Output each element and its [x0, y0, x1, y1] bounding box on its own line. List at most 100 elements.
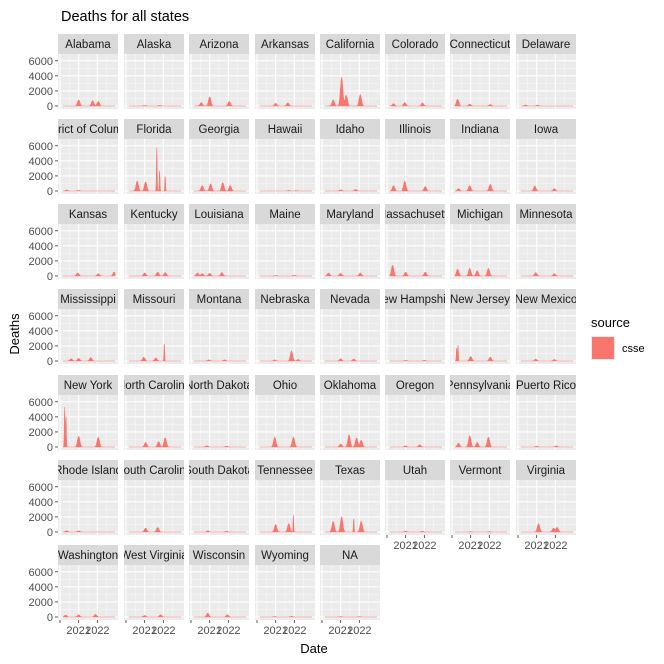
- series-area: [324, 77, 378, 107]
- series-area: [62, 530, 116, 533]
- x-tick-label: 2021: [66, 625, 90, 637]
- facet-strip: [124, 204, 184, 224]
- x-tick-label: 2021: [197, 625, 221, 637]
- y-tick-label: 4000: [29, 497, 53, 509]
- facet-panel: California: [320, 34, 380, 109]
- series-area: [62, 357, 116, 362]
- y-tick-label: 0: [47, 101, 53, 113]
- x-tick-label: 2021: [524, 540, 548, 552]
- y-tick-label: 0: [47, 612, 53, 624]
- series-area: [259, 102, 313, 107]
- facet-strip: [255, 204, 315, 224]
- series-area: [520, 104, 574, 107]
- facet-strip-label: South Dakota: [184, 465, 254, 477]
- facet-panel: Georgia: [189, 119, 249, 194]
- series-area: [324, 189, 378, 192]
- facet-strip: [255, 545, 315, 565]
- series-area: [62, 614, 116, 618]
- facet-panel: Nevada: [320, 289, 380, 364]
- facet-panel: District of Columbia 0 2000 4000 6000: [29, 119, 118, 198]
- facet-strip: [450, 34, 510, 54]
- facet-panel: Mississippi 0 2000 4000 6000: [29, 289, 118, 368]
- series-area: [454, 268, 508, 277]
- facet-panel: North Dakota: [185, 375, 253, 450]
- facet-panel: Colorado: [385, 34, 445, 109]
- facet-panel: Oregon: [385, 375, 445, 450]
- y-tick-label: 2000: [29, 427, 53, 439]
- facet-panel: Nebraska: [255, 289, 315, 364]
- facet-strip-label: Mississippi: [60, 294, 116, 306]
- facet-strip-label: Virginia: [527, 465, 566, 477]
- facet-strip-label: Delaware: [522, 39, 571, 51]
- y-tick-label: 0: [47, 442, 53, 454]
- x-tick-label: 2022: [282, 625, 306, 637]
- series-area: [520, 358, 574, 362]
- facet-strip-label: North Dakota: [185, 380, 253, 392]
- facet-panel: Montana: [189, 289, 249, 364]
- facet-strip-label: New Hampshire: [374, 294, 456, 306]
- facet-strip-label: Wisconsin: [193, 550, 245, 562]
- series-area: [259, 275, 313, 277]
- facet-strip: [516, 204, 576, 224]
- facet-strip: [255, 375, 315, 395]
- facet-strip: [385, 119, 445, 139]
- x-tick-label: 2022: [477, 540, 501, 552]
- facet-panel: New Hampshire: [374, 289, 456, 364]
- facet-strip: [385, 204, 445, 224]
- facet-strip-label: West Virginia: [120, 550, 188, 562]
- y-tick-label: 0: [47, 527, 53, 539]
- series-area: [193, 445, 247, 448]
- facet-strip-label: Nevada: [330, 294, 370, 306]
- facet-strip-label: Arkansas: [261, 39, 309, 51]
- series-area: [389, 444, 443, 448]
- y-tick-label: 4000: [29, 326, 53, 338]
- facet-strip-label: Wyoming: [261, 550, 309, 562]
- series-area: [389, 102, 443, 107]
- facet-strip-label: Colorado: [392, 39, 439, 51]
- legend-key-swatch: [592, 337, 614, 359]
- facet-strip-label: Ohio: [273, 380, 297, 392]
- facet-panel: Puerto Rico: [516, 375, 576, 450]
- facet-strip: [124, 34, 184, 54]
- series-area: [128, 147, 182, 192]
- facet-panel: Iowa: [516, 119, 576, 194]
- facet-strip-label: Kansas: [69, 209, 108, 221]
- facet-strip: [58, 375, 118, 395]
- series-area: [454, 98, 508, 107]
- series-area: [324, 358, 378, 362]
- facet-panel: Alaska: [124, 34, 184, 109]
- facet-strip-label: Indiana: [461, 124, 499, 136]
- facet-strip-label: Hawaii: [268, 124, 303, 136]
- facet-panel: Louisiana: [189, 204, 249, 279]
- series-area: [324, 434, 378, 448]
- facet-strip-label: Tennessee: [257, 465, 313, 477]
- facet-panel: Illinois: [385, 119, 445, 194]
- facet-strip-label: North Carolina: [117, 380, 192, 392]
- facet-strip-label: Alabama: [65, 39, 111, 51]
- facet-strip-label: New Mexico: [515, 294, 578, 306]
- series-area: [259, 436, 313, 448]
- y-tick-label: 4000: [29, 241, 53, 253]
- series-area: [193, 612, 247, 618]
- series-area: [128, 105, 182, 107]
- facet-strip-label: Oklahoma: [324, 380, 377, 392]
- facet-strip: [385, 289, 445, 309]
- facet-strip: [124, 375, 184, 395]
- facet-strip-label: Pennsylvania: [446, 380, 515, 392]
- facet-strip: [124, 289, 184, 309]
- series-area: [193, 530, 247, 533]
- series-area: [62, 271, 116, 277]
- facet-strip-label: Illinois: [399, 124, 431, 136]
- series-area: [259, 616, 313, 618]
- facet-strip-label: Idaho: [336, 124, 365, 136]
- facet-panel: Massachusetts: [385, 204, 445, 279]
- facet-strip: [124, 119, 184, 139]
- facet-panel: Arizona: [189, 34, 249, 109]
- facet-panel: Kentucky: [124, 204, 184, 279]
- series-area: [128, 614, 182, 618]
- y-tick-label: 6000: [29, 567, 53, 579]
- facet-strip-label: Kentucky: [130, 209, 178, 221]
- y-tick-label: 0: [47, 186, 53, 198]
- facet-panel: New Jersey: [450, 289, 510, 364]
